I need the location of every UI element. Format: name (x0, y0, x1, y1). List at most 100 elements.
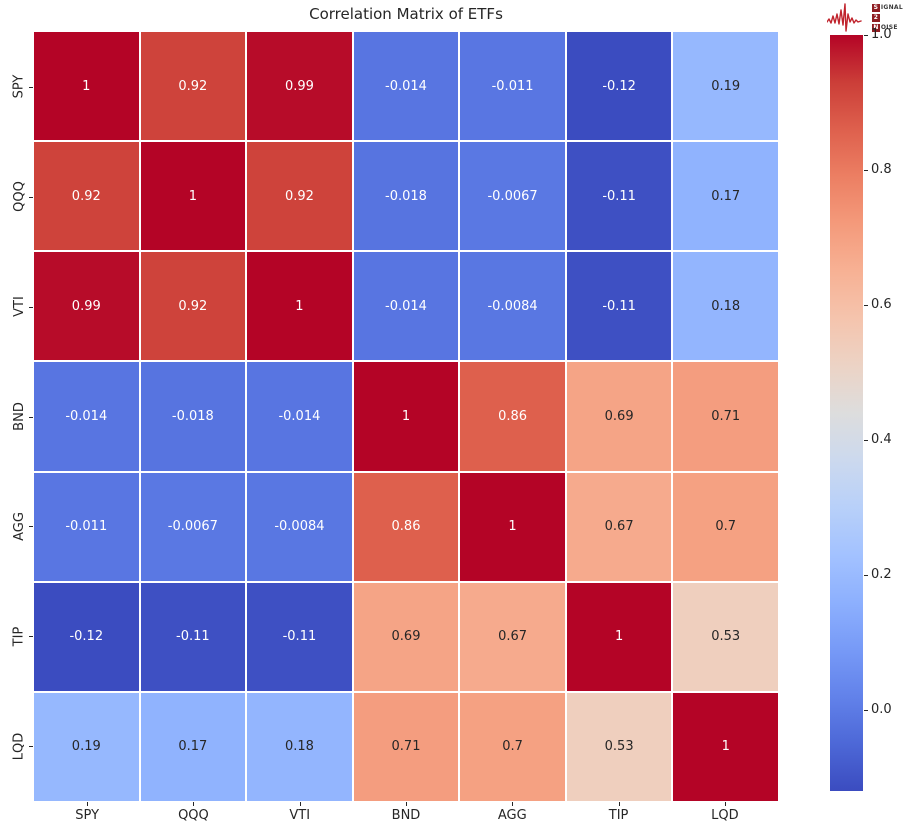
cell-value: -0.014 (278, 408, 321, 424)
cell-value: 0.92 (178, 298, 208, 314)
heatmap-cell: 0.67 (460, 582, 565, 691)
colorbar-tick-mark (864, 35, 868, 36)
heatmap-cell: 0.92 (140, 252, 246, 361)
logo-line-2: 2 (871, 13, 903, 22)
x-tick-label: QQQ (178, 808, 209, 823)
cell-value: 0.86 (391, 519, 421, 535)
y-tick-mark (29, 416, 33, 418)
colorbar-tick-label: 0.4 (871, 432, 892, 447)
logo-line-noise: N OISE (871, 23, 898, 32)
cell-value: -0.12 (69, 629, 104, 645)
cell-value: -0.0067 (167, 519, 218, 535)
cell-value: 0.99 (71, 298, 101, 314)
colorbar-tick-mark (864, 710, 868, 711)
cell-value: 1 (614, 629, 624, 645)
cell-value: 0.92 (71, 188, 101, 204)
cell-value: 0.99 (284, 78, 314, 94)
y-tick-mark (29, 86, 33, 88)
cell-value: 0.18 (284, 739, 314, 755)
cell-value: 1 (188, 188, 197, 204)
heatmap-cell: -0.12 (566, 32, 672, 141)
heatmap-cell: -0.11 (566, 142, 672, 251)
cell-value: 0.67 (604, 519, 634, 535)
heatmap-cell: 0.53 (566, 692, 672, 801)
cell-value: 0.92 (284, 188, 314, 204)
heatmap-cell: -0.011 (34, 472, 139, 581)
heatmap-cell: -0.0067 (460, 142, 565, 251)
heatmap-cell: 1 (247, 252, 352, 361)
colorbar-tick-label: 0.8 (871, 162, 892, 177)
cell-value: -0.014 (65, 408, 108, 424)
y-tick-mark (29, 526, 33, 528)
x-tick-mark (87, 802, 89, 806)
cell-value: 0.7 (502, 739, 523, 755)
x-tick-label: AGG (497, 808, 527, 823)
cell-value: 1 (401, 408, 411, 424)
heatmap-cell: 0.92 (247, 142, 352, 251)
heatmap-cell: 0.71 (673, 362, 778, 471)
x-tick-label: VTI (289, 808, 311, 823)
y-tick-label: BND (11, 402, 27, 431)
x-tick-mark (724, 802, 726, 806)
cell-value: 1 (721, 739, 730, 755)
colorbar-tick-mark (864, 575, 868, 576)
cell-value: 1 (295, 298, 304, 314)
cell-value: 0.69 (391, 629, 421, 645)
cell-value: 0.71 (711, 408, 741, 424)
cell-value: -0.12 (602, 78, 636, 94)
cell-value: -0.0067 (487, 188, 538, 204)
heatmap-cell: -0.11 (247, 582, 352, 691)
cell-value: -0.11 (282, 629, 317, 645)
colorbar-tick-mark (864, 305, 868, 306)
cell-value: 0.17 (711, 188, 741, 204)
ecg-waveform-icon (826, 3, 862, 32)
cell-value: 0.86 (498, 408, 528, 424)
heatmap-cell: 0.18 (247, 692, 352, 801)
x-tick-mark (406, 802, 407, 806)
heatmap-cell: 0.67 (566, 472, 672, 581)
cell-value: 0.17 (178, 739, 208, 755)
y-tick-mark (29, 196, 33, 198)
heatmap-cell: -0.11 (140, 582, 246, 691)
heatmap-cell: 1 (460, 472, 565, 581)
signal2noise-logo: S IGNAL 2 N OISE (826, 1, 903, 34)
heatmap-cell: 0.53 (673, 582, 778, 691)
heatmap-cell: 1 (566, 582, 672, 691)
heatmap-cell: 0.17 (673, 142, 778, 251)
cell-value: 0.92 (178, 78, 208, 94)
cell-value: 0.7 (715, 519, 737, 535)
x-tick-mark (193, 802, 195, 806)
heatmap-cell: 1 (353, 362, 459, 471)
y-tick-mark (29, 306, 33, 308)
x-tick-label: TIP (608, 808, 629, 823)
cell-value: 0.18 (711, 298, 741, 314)
heatmap-cell: 0.7 (460, 692, 565, 801)
x-tick-label: SPY (75, 808, 100, 823)
x-tick-mark (299, 802, 301, 806)
heatmap-cell: 0.86 (353, 472, 459, 581)
cell-value: -0.011 (491, 78, 534, 94)
y-tick-mark (29, 746, 33, 748)
heatmap-cell: -0.0084 (247, 472, 352, 581)
y-tick-mark (29, 636, 33, 638)
cell-value: 0.19 (71, 739, 101, 755)
cell-value: -0.014 (385, 298, 427, 314)
heatmap-cell: -0.018 (353, 142, 459, 251)
y-tick-label: VTI (11, 296, 27, 317)
colorbar (830, 35, 863, 791)
heatmap-cell: 0.19 (34, 692, 139, 801)
cell-value: 0.67 (498, 629, 528, 645)
cell-value: 1 (508, 519, 517, 535)
y-tick-label: AGG (11, 511, 27, 541)
cell-value: -0.011 (65, 519, 108, 535)
heatmap-cell: 0.18 (673, 252, 778, 361)
cell-value: 0.19 (711, 78, 741, 94)
heatmap-cell: 0.92 (34, 142, 139, 251)
heatmap-cell: 0.99 (34, 252, 139, 361)
heatmap-cell: 0.7 (673, 472, 778, 581)
heatmap-cell: 0.69 (566, 362, 672, 471)
heatmap-grid: 1 0.92 0.99 -0.014 -0.011 -0.12 0.19 0.92 1 0.92 -… (34, 32, 778, 801)
heatmap-cell: -0.018 (140, 362, 246, 471)
cell-value: -0.0084 (487, 298, 538, 314)
